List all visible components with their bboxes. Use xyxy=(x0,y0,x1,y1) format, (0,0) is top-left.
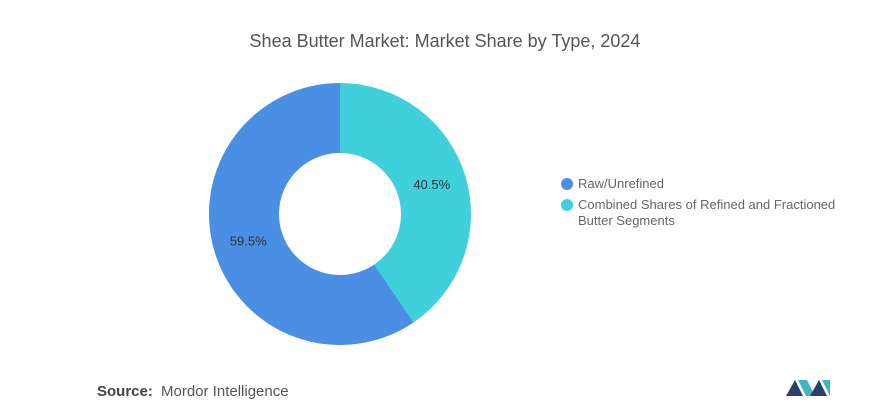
data-label: 59.5% xyxy=(230,234,267,249)
slice xyxy=(340,83,471,323)
slice xyxy=(209,83,414,346)
slices xyxy=(209,83,471,346)
logo xyxy=(786,380,830,396)
legend-marker xyxy=(561,199,573,211)
source-label: Source: xyxy=(97,383,153,400)
source-text: Mordor Intelligence xyxy=(161,383,289,400)
legend-label: Raw/Unrefined xyxy=(578,176,664,191)
data-label: 40.5% xyxy=(413,177,450,192)
legend-label: Combined Shares of Refined and Fractione… xyxy=(578,197,836,228)
chart-title: Shea Butter Market: Market Share by Type… xyxy=(250,31,641,51)
legend-marker xyxy=(561,178,573,190)
